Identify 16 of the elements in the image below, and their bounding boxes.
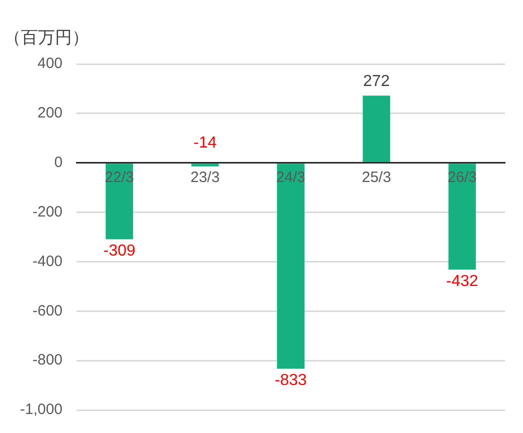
y-tick-label: -600 <box>32 302 63 320</box>
data-label: -833 <box>274 372 307 390</box>
data-label: -14 <box>194 134 217 152</box>
y-tick-label: 0 <box>54 154 63 171</box>
y-tick-label: 200 <box>38 104 63 122</box>
y-tick-label: -200 <box>32 203 63 220</box>
data-label: -432 <box>446 273 478 290</box>
y-tick-label: 400 <box>38 55 63 72</box>
x-tick-label: 25/3 <box>362 169 392 186</box>
y-tick-label: -400 <box>32 252 63 270</box>
y-tick-label: -1,000 <box>20 401 63 418</box>
y-tick-label: -800 <box>32 352 63 369</box>
data-label: -309 <box>103 242 136 260</box>
y-axis-title: （百万円） <box>4 27 89 49</box>
data-label: 272 <box>363 73 390 90</box>
x-tick-label: 23/3 <box>190 169 220 186</box>
